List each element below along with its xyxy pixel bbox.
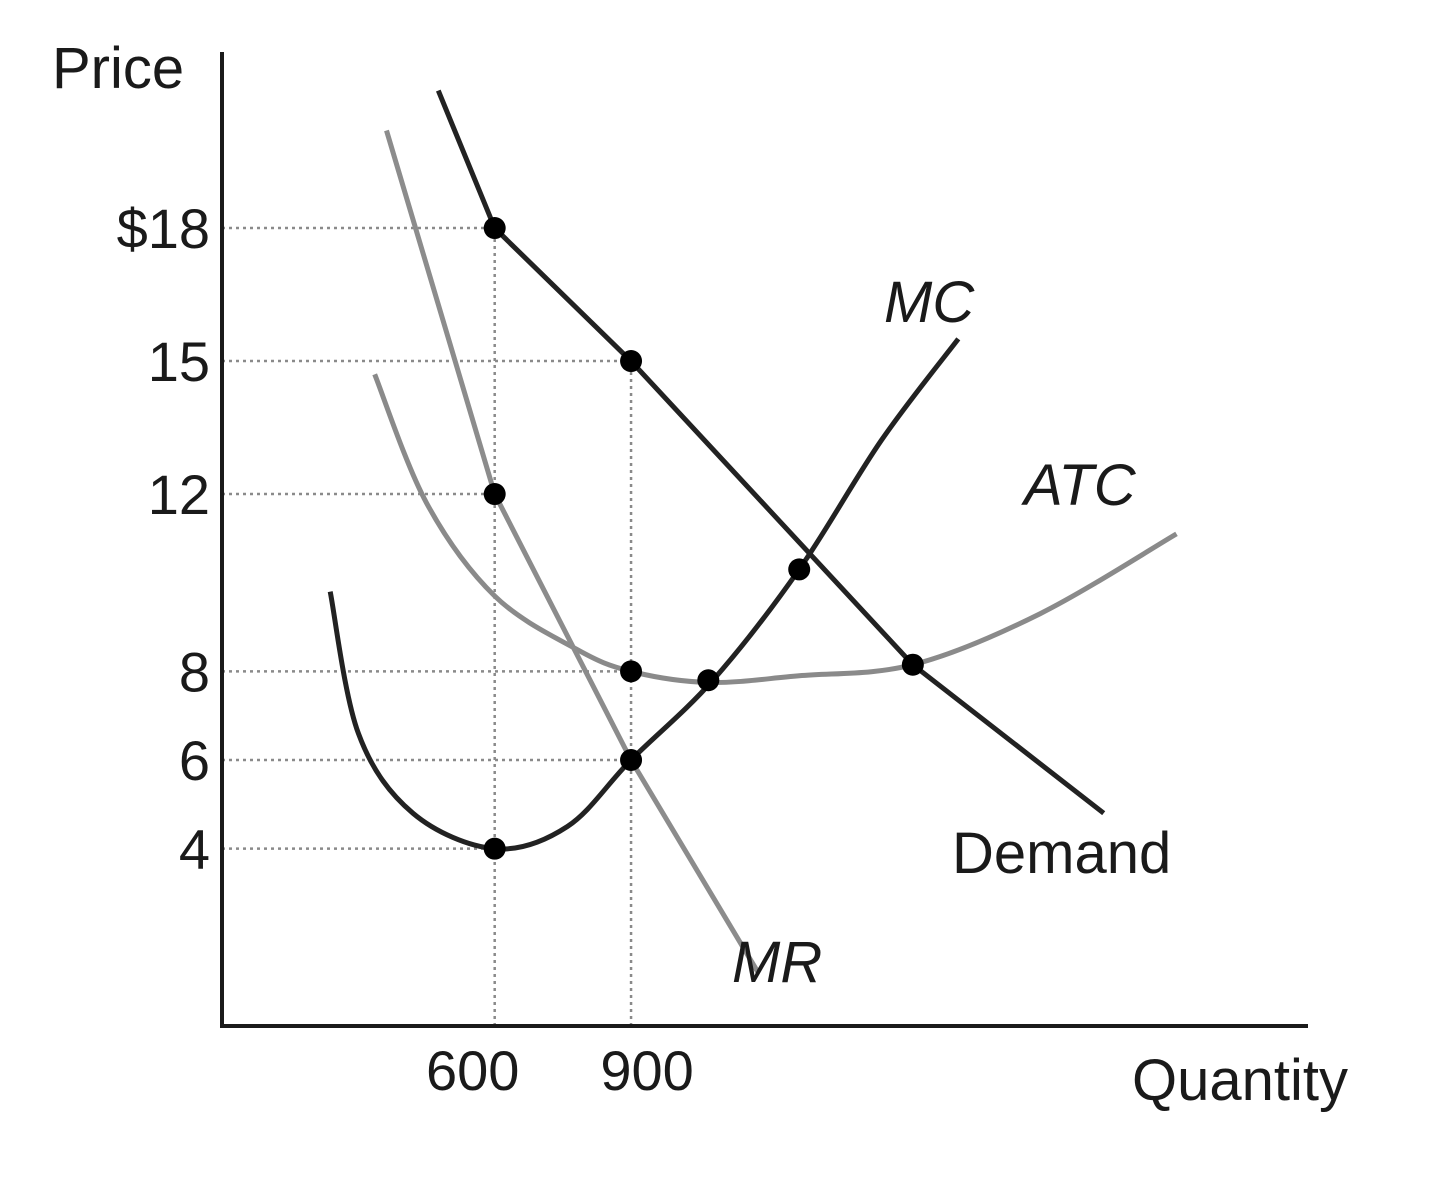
curve-labels: Demand MR MC ATC xyxy=(732,270,1171,995)
axes xyxy=(220,52,1308,1028)
x-tick-label: 900 xyxy=(600,1039,693,1102)
point-dot-2 xyxy=(483,483,506,506)
atc-label: ATC xyxy=(1021,453,1137,518)
mr-label: MR xyxy=(732,930,822,995)
y-tick-label: 4 xyxy=(179,818,210,881)
demand-label: Demand xyxy=(952,821,1171,886)
point-dot-4 xyxy=(620,660,643,683)
point-dot-6 xyxy=(901,653,924,676)
y-tick-label: 12 xyxy=(148,463,210,526)
point-dot-0 xyxy=(483,217,506,240)
demand-curve xyxy=(435,89,1106,816)
point-dot-8 xyxy=(483,837,506,860)
point-dot-7 xyxy=(620,749,643,772)
mr-curve xyxy=(384,129,761,975)
y-tick-labels: $18 15 12 8 6 4 xyxy=(117,197,210,881)
guide-lines xyxy=(222,226,633,1026)
y-tick-label: 15 xyxy=(148,330,210,393)
point-dot-3 xyxy=(788,558,811,581)
y-tick-label: $18 xyxy=(117,197,210,260)
y-tick-label: 6 xyxy=(179,729,210,792)
point-dot-5 xyxy=(697,669,720,692)
mc-curve xyxy=(327,337,961,852)
data-points xyxy=(483,217,924,860)
x-tick-label: 600 xyxy=(426,1039,519,1102)
y-tick-label: 8 xyxy=(179,640,210,703)
x-tick-labels: 600 900 xyxy=(426,1039,694,1102)
atc-curve xyxy=(372,373,1178,685)
mc-label: MC xyxy=(884,270,975,335)
x-axis-title: Quantity xyxy=(1132,1048,1348,1113)
point-dot-1 xyxy=(620,350,643,373)
y-axis-title: Price xyxy=(52,36,184,101)
